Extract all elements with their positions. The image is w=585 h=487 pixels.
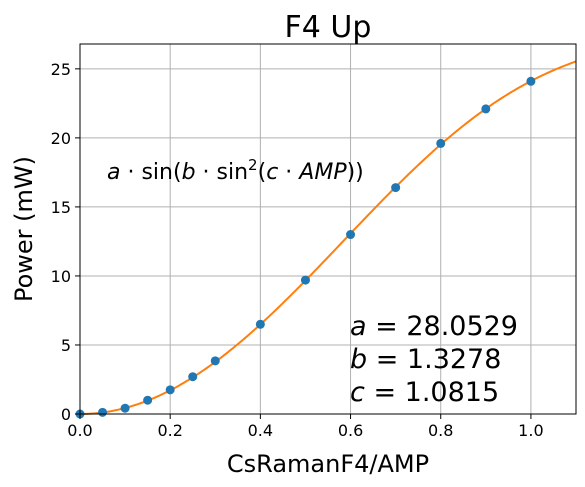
fit-curve-layer: [79, 60, 577, 415]
param-c-value: = 1.0815: [365, 377, 499, 408]
formula-part-3: (: [258, 160, 267, 185]
x-tick-label: 0.8: [428, 421, 453, 440]
data-point: [255, 319, 265, 329]
x-tick-label: 0.4: [248, 421, 273, 440]
data-point: [98, 407, 108, 417]
grid: [79, 44, 576, 415]
param-a-value: = 28.0529: [367, 311, 518, 342]
param-b-value: = 1.3278: [367, 344, 501, 375]
formula-b: b: [182, 160, 196, 185]
data-point: [165, 385, 175, 395]
data-points-layer: [75, 76, 536, 419]
param-a-label: a = 28.0529: [350, 311, 518, 342]
param-b-name: b: [350, 344, 367, 375]
formula-part-4: ·: [278, 160, 299, 185]
data-point: [481, 104, 491, 114]
formula-annotation: a · sin(b · sin2(c · AMP)): [107, 156, 364, 185]
param-a-name: a: [350, 311, 367, 342]
y-axis-label: Power (mW): [10, 156, 38, 302]
param-b-label: b = 1.3278: [350, 344, 501, 375]
data-point: [346, 230, 356, 240]
formula-part-1: · sin(: [120, 160, 181, 185]
x-axis-ticks: 0.0 0.2 0.4 0.6 0.8 1.0: [67, 414, 544, 440]
data-point: [436, 138, 446, 148]
chart-title: F4 Up: [285, 10, 372, 45]
y-tick-label: 5: [61, 336, 71, 355]
data-point: [143, 395, 153, 405]
y-tick-label: 25: [51, 60, 71, 79]
x-tick-label: 0.2: [157, 421, 182, 440]
formula-c: c: [266, 160, 278, 185]
param-c-name: c: [350, 377, 365, 408]
formula-part-5: )): [347, 160, 364, 185]
fit-curve: [79, 60, 577, 415]
y-tick-label: 0: [61, 405, 71, 424]
x-tick-label: 1.0: [518, 421, 543, 440]
y-tick-label: 10: [51, 267, 71, 286]
x-tick-label: 0.6: [338, 421, 363, 440]
y-tick-label: 15: [51, 198, 71, 217]
formula-amp: AMP: [297, 160, 347, 185]
formula-a: a: [107, 160, 120, 185]
param-c-label: c = 1.0815: [350, 377, 499, 408]
y-axis-ticks: 0 5 10 15 20 25: [51, 60, 80, 424]
x-tick-label: 0.0: [67, 421, 92, 440]
x-axis-label: CsRamanF4/AMP: [227, 450, 429, 478]
data-point: [120, 403, 130, 413]
plot-frame: [79, 43, 577, 415]
data-point: [210, 356, 220, 366]
data-point: [391, 183, 401, 193]
y-tick-label: 20: [51, 129, 71, 148]
data-point: [526, 76, 536, 86]
formula-superscript: 2: [248, 156, 258, 174]
data-point: [188, 372, 198, 382]
data-point: [300, 275, 310, 285]
formula-part-2: · sin: [196, 160, 249, 185]
